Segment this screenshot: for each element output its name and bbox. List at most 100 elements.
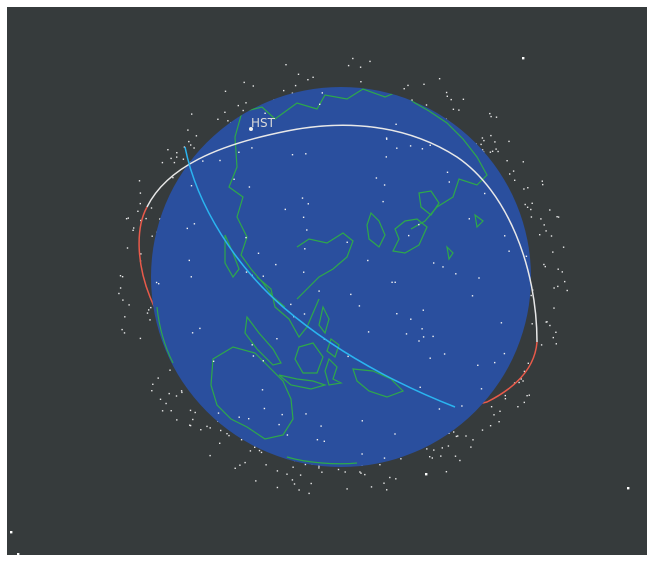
space-star [530,294,532,297]
space-star [383,482,385,484]
space-star [627,487,630,490]
space-star [526,206,529,208]
space-star [447,445,450,447]
space-star [491,150,494,152]
ground-track [184,146,456,408]
earth-star [405,333,408,335]
space-star [465,435,467,437]
earth-star [367,259,369,262]
earth-star [251,147,253,149]
space-star [527,362,529,364]
space-star [481,149,484,151]
space-star [151,235,153,237]
space-star [224,90,227,92]
earth-star [248,418,250,420]
earth-star [188,259,190,262]
space-star [318,467,320,469]
space-star [557,216,560,218]
earth-star [261,389,264,391]
space-star [508,140,510,143]
space-star [472,439,474,441]
earth-star [262,275,264,277]
earth-star [233,178,235,180]
space-star [209,454,211,457]
space-star [509,173,511,175]
space-star [395,478,397,480]
space-star [423,83,425,85]
earth-globe[interactable] [151,87,531,467]
space-star [523,401,525,404]
space-star [438,78,441,80]
space-star [148,309,150,311]
space-star [389,476,391,479]
space-star [540,218,542,220]
space-star [504,394,506,397]
space-star [522,57,525,60]
satellite-label[interactable]: HST [251,116,276,130]
earth-star [386,138,388,140]
earth-star [199,327,201,330]
space-star [195,135,198,137]
space-star [176,419,178,421]
space-star [291,479,294,481]
space-star [297,73,300,75]
earth-star [410,318,412,320]
earth-star [251,344,253,346]
space-star [252,85,254,87]
space-star [293,483,296,485]
earth-star [421,328,423,330]
globe-viewport[interactable]: HST [7,7,647,555]
space-star [370,486,373,488]
space-star [152,383,154,385]
earth-star [429,357,431,359]
space-star [308,492,310,495]
space-star [276,470,279,472]
space-star [161,410,164,412]
space-star [489,151,492,153]
earth-star [442,266,444,268]
earth-star [281,413,283,416]
space-star [168,392,170,395]
earth-star [503,352,506,355]
space-star [403,88,405,90]
earth-star [395,123,397,125]
space-star [161,161,164,164]
earth-star [504,235,506,237]
space-star [217,118,219,120]
space-star [539,234,541,236]
space-star [523,188,525,190]
space-star [433,449,435,451]
earth-star [263,407,266,410]
earth-star [302,216,305,218]
space-star [227,120,229,122]
space-star [159,398,162,400]
space-star [298,489,300,491]
space-star [450,98,452,101]
space-star [481,137,484,139]
earth-star [478,277,480,279]
space-star [245,102,247,104]
earth-star [262,360,264,362]
space-star [483,139,485,142]
earth-star [477,364,479,366]
satellite-marker[interactable] [249,127,253,131]
space-star [165,402,167,405]
earth-star [500,322,503,324]
space-star [119,287,122,289]
space-star [347,64,350,67]
space-star [545,321,547,323]
earth-star [190,276,192,278]
space-star [364,473,366,476]
space-star [140,219,142,222]
earth-star [284,208,286,211]
earth-star [252,355,255,357]
space-star [440,455,442,457]
space-star [530,208,532,211]
space-star [192,418,194,421]
globe-scene[interactable]: HST [7,7,647,555]
space-star [220,429,222,432]
earth-star [323,440,325,442]
earth-star [212,360,215,362]
space-star [254,446,256,448]
earth-star [238,151,240,153]
